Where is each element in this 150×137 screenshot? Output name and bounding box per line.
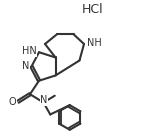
Text: HN: HN (22, 46, 37, 56)
Text: N: N (22, 61, 30, 71)
Text: O: O (9, 97, 16, 107)
Text: N: N (40, 95, 48, 105)
Text: NH: NH (87, 38, 101, 48)
Text: HCl: HCl (82, 3, 104, 16)
